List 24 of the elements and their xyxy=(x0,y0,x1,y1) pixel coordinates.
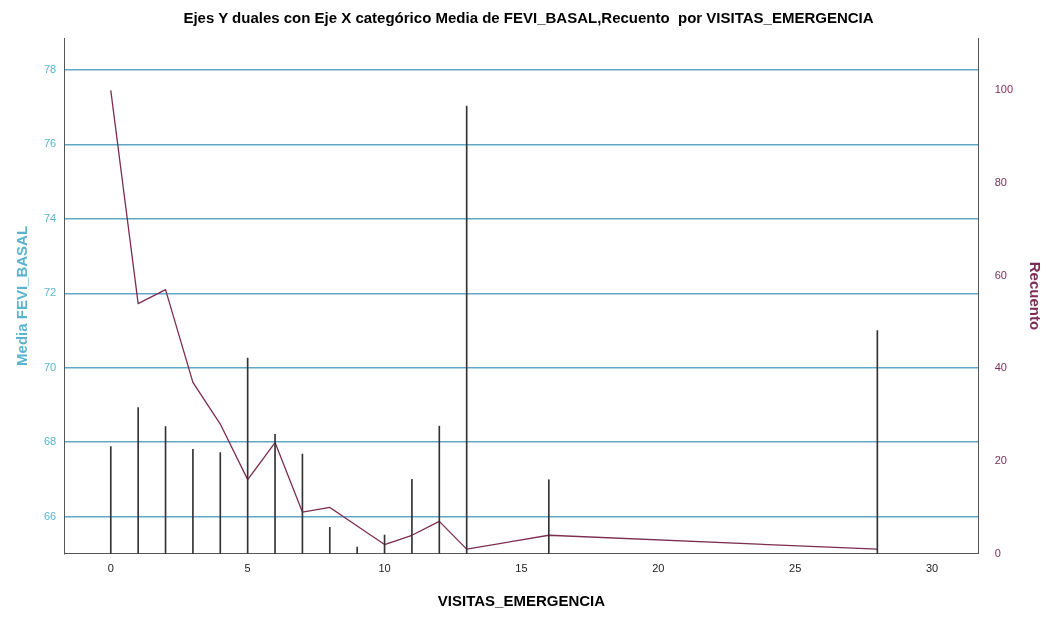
x-tick-label: 20 xyxy=(652,562,665,575)
chart-title: Ejes Y duales con Eje X categórico Media de FEVI_BASAL,Recuento por VISITAS_EMERGENCIA xyxy=(183,9,874,27)
x-tick-label: 30 xyxy=(925,562,939,575)
y2-tick-label: 0 xyxy=(994,546,1001,559)
y2-tick-label: 40 xyxy=(994,361,1007,374)
y-tick-label: 72 xyxy=(43,286,57,299)
y2-tick-label: 80 xyxy=(994,176,1007,189)
y-tick-label: 76 xyxy=(43,137,57,150)
x-tick-label: 15 xyxy=(515,562,528,575)
x-tick-label: 0 xyxy=(107,562,114,575)
y-axis-title: Media FEVI_BASAL xyxy=(13,225,31,366)
x-tick-label: 5 xyxy=(244,562,251,575)
y-tick-label: 78 xyxy=(43,63,57,76)
y-tick-label: 74 xyxy=(43,211,57,224)
y2-axis-title: Recuento xyxy=(1026,261,1044,331)
y2-tick-label: 20 xyxy=(994,454,1007,467)
x-tick-label: 25 xyxy=(789,562,802,575)
y2-tick-label: 100 xyxy=(994,83,1014,96)
y2-tick-label: 60 xyxy=(994,268,1007,281)
y-tick-label: 68 xyxy=(43,435,57,448)
y-tick-label: 66 xyxy=(43,509,57,522)
y-tick-label: 70 xyxy=(43,360,57,373)
x-axis-title: VISITAS_EMERGENCIA xyxy=(437,592,606,610)
x-tick-label: 10 xyxy=(378,562,391,575)
